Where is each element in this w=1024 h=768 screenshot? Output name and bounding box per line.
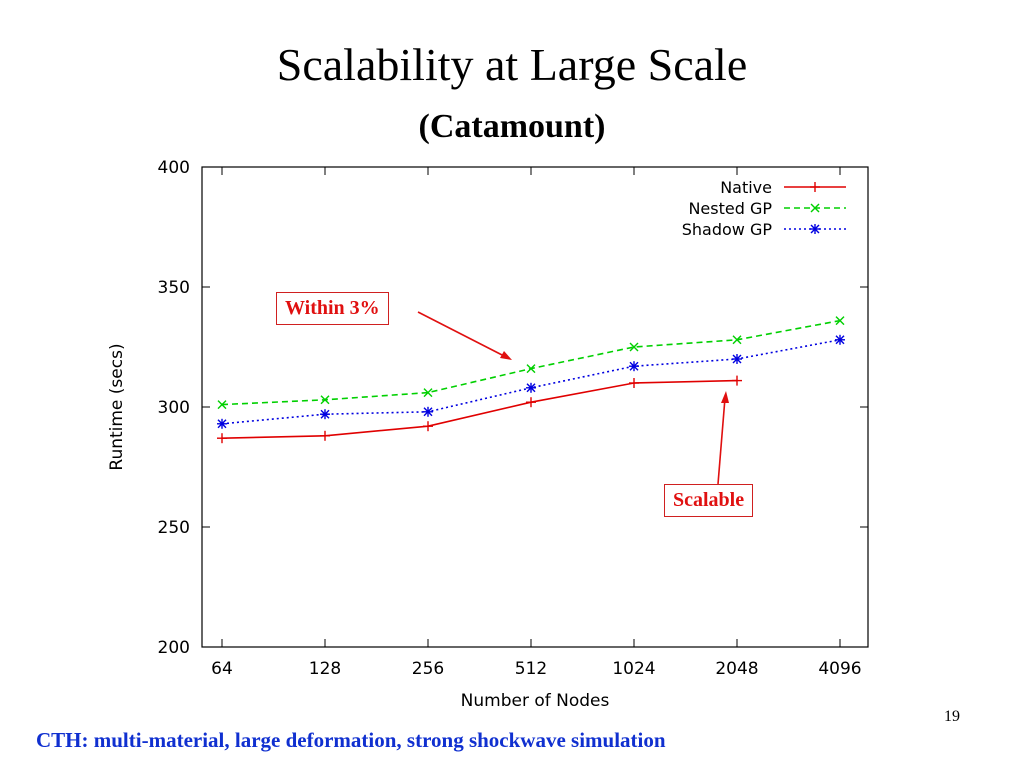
data-point	[423, 388, 433, 398]
data-point	[732, 354, 742, 364]
data-point	[217, 418, 227, 429]
data-point	[526, 364, 536, 374]
x-tick-label: 64	[211, 659, 233, 679]
series-line	[221, 339, 841, 425]
y-tick-label: 400	[158, 158, 190, 178]
data-point	[320, 430, 330, 441]
legend-label: Nested GP	[688, 199, 772, 218]
scalable-callout: Scalable	[664, 484, 754, 517]
x-tick-label: 128	[309, 659, 341, 679]
slide-subtitle: (Catamount)	[418, 108, 606, 145]
y-tick-label: 300	[158, 398, 190, 418]
legend-label: Shadow GP	[682, 220, 773, 239]
legend-marker	[810, 182, 820, 192]
data-point	[629, 378, 639, 388]
data-point	[526, 382, 536, 393]
data-point	[732, 375, 742, 386]
y-tick-label: 250	[158, 518, 190, 538]
data-point	[217, 433, 227, 444]
plot-frame	[201, 166, 869, 648]
within-callout: Within 3%	[276, 292, 389, 325]
data-point	[423, 421, 433, 432]
series-nested-gp	[217, 316, 845, 410]
data-point	[835, 334, 845, 345]
within-arrow	[417, 311, 507, 358]
legend-marker	[810, 203, 820, 213]
data-point	[423, 406, 433, 417]
slide-footer: CTH: multi-material, large deformation, …	[36, 728, 666, 752]
data-point	[526, 397, 536, 408]
data-point	[320, 395, 330, 405]
scalable-arrow	[717, 397, 726, 485]
y-axis-label: Runtime (secs)	[107, 343, 127, 470]
data-point	[320, 409, 330, 420]
data-point	[835, 316, 845, 326]
scalable-arrowhead	[721, 391, 729, 403]
x-tick-label: 2048	[715, 659, 758, 679]
x-axis-label: Number of Nodes	[461, 691, 610, 711]
x-tick-label: 512	[515, 659, 547, 679]
x-tick-label: 1024	[612, 659, 655, 679]
y-tick-label: 350	[158, 278, 190, 298]
x-tick-label: 4096	[818, 659, 861, 679]
chart-legend: Native Nested GP Shadow GP	[682, 178, 846, 239]
legend-label: Native	[720, 178, 772, 197]
series-shadow-gp	[217, 334, 845, 429]
legend-marker	[810, 224, 820, 234]
data-point	[629, 361, 639, 372]
data-point	[629, 342, 639, 352]
within-arrowhead	[500, 351, 512, 360]
series-line	[221, 379, 738, 439]
page-number: 19	[944, 708, 960, 725]
y-tick-label: 200	[158, 638, 190, 658]
data-point	[732, 335, 742, 345]
data-point	[217, 400, 227, 410]
series-native	[217, 375, 742, 444]
slide-title: Scalability at Large Scale	[276, 39, 748, 90]
x-tick-label: 256	[412, 659, 444, 679]
